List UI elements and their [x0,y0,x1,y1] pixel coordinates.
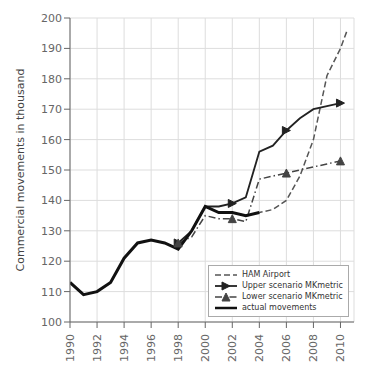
svg-text:170: 170 [41,103,62,116]
svg-text:140: 140 [41,194,62,207]
svg-text:180: 180 [41,73,62,86]
svg-text:2008: 2008 [307,334,320,362]
svg-text:120: 120 [41,255,62,268]
svg-text:Commercial movements in thousa: Commercial movements in thousand [14,69,27,272]
html-text:Upper scenario MKmetric: Upper scenario MKmetric [241,281,343,290]
svg-text:200: 200 [41,12,62,25]
svg-text:2000: 2000 [199,334,212,362]
svg-text:160: 160 [41,134,62,147]
svg-text:190: 190 [41,42,62,55]
svg-text:1996: 1996 [145,334,158,362]
svg-text:2010: 2010 [334,334,347,362]
svg-text:110: 110 [41,286,62,299]
svg-text:1994: 1994 [118,334,131,362]
svg-text:1992: 1992 [91,334,104,362]
svg-text:1998: 1998 [172,334,185,362]
svg-text:100: 100 [41,316,62,329]
svg-text:1990: 1990 [64,334,77,362]
html-text:HAM Airport: HAM Airport [241,270,291,279]
svg-text:2006: 2006 [280,334,293,362]
svg-text:2002: 2002 [226,334,239,362]
svg-text:2004: 2004 [253,334,266,362]
html-text:actual movements: actual movements [241,303,317,312]
html-text:Lower scenario MKmetric: Lower scenario MKmetric [241,292,343,301]
svg-text:130: 130 [41,225,62,238]
svg-text:150: 150 [41,164,62,177]
